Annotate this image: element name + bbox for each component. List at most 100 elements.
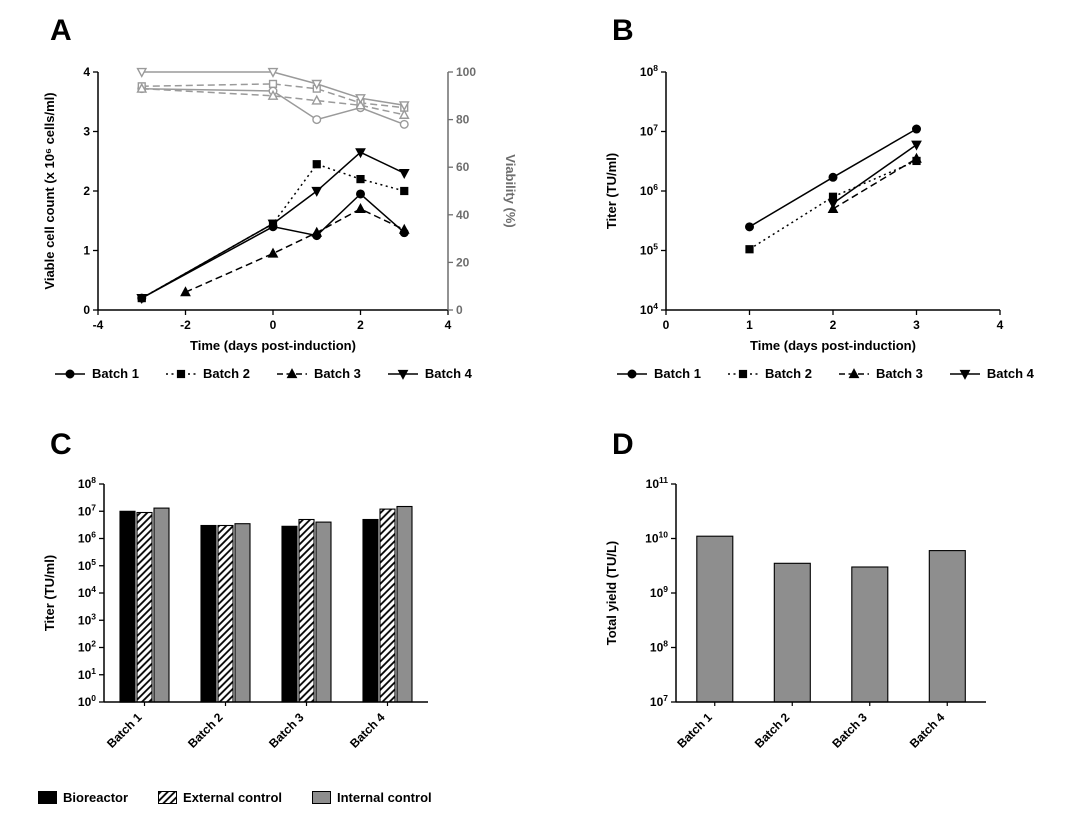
legend-label: External control <box>183 790 282 805</box>
svg-text:0: 0 <box>83 303 90 317</box>
triangle-down-marker-icon <box>387 369 418 380</box>
svg-text:109: 109 <box>650 584 668 600</box>
legend-item-batch-4: Batch 4 <box>387 366 472 381</box>
svg-text:105: 105 <box>640 242 658 258</box>
svg-text:107: 107 <box>640 123 658 139</box>
svg-text:100: 100 <box>456 65 476 79</box>
svg-text:106: 106 <box>78 530 96 546</box>
svg-text:103: 103 <box>78 611 96 627</box>
legend-item-batch-1: Batch 1 <box>54 366 139 381</box>
panel-b-letter: B <box>612 14 634 47</box>
legend-label: Batch 3 <box>875 366 923 381</box>
svg-text:104: 104 <box>640 301 658 317</box>
legend-swatch-icon <box>312 791 331 804</box>
legend-item-bioreactor: Bioreactor <box>38 790 128 805</box>
triangle-up-marker-icon <box>838 367 869 378</box>
svg-text:2: 2 <box>830 318 837 332</box>
panel-c: C 100 101 102 103 104 105 106 107 108 Batch 1 Batc… <box>38 426 558 805</box>
svg-text:Viability (%): Viability (%) <box>503 154 518 227</box>
panel-b: B 0 1 2 3 4 104 105 106 107 108 Time (days post-in… <box>600 12 1060 382</box>
legend-item-batch-2: Batch 2 <box>727 366 812 381</box>
panel-c-letter: C <box>50 428 72 461</box>
svg-text:105: 105 <box>78 557 96 573</box>
panel-a-letter: A <box>50 14 72 47</box>
svg-text:Batch 1: Batch 1 <box>674 710 715 751</box>
svg-text:108: 108 <box>640 63 658 79</box>
circle-marker-icon <box>55 369 85 378</box>
legend-label: Batch 1 <box>92 366 139 381</box>
circle-marker-icon <box>617 369 647 378</box>
svg-text:0: 0 <box>663 318 670 332</box>
svg-text:Viable cell count (x 10⁶ cells: Viable cell count (x 10⁶ cells/ml) <box>42 92 57 289</box>
svg-text:Time (days post-induction): Time (days post-induction) <box>190 338 356 353</box>
panel-c-chart: 100 101 102 103 104 105 106 107 108 Batch 1 Batch … <box>42 475 428 751</box>
svg-text:4: 4 <box>997 318 1004 332</box>
legend-label: Batch 4 <box>986 366 1034 381</box>
svg-text:Total yield (TU/L): Total yield (TU/L) <box>604 541 619 645</box>
svg-text:Batch 1: Batch 1 <box>104 710 145 751</box>
svg-text:3: 3 <box>83 125 90 139</box>
svg-text:108: 108 <box>78 475 96 491</box>
svg-text:2: 2 <box>357 318 364 332</box>
svg-text:20: 20 <box>456 255 470 269</box>
panel-a-legend: Batch 1 Batch 2 Batch 3 Batch 4 <box>54 366 548 381</box>
legend-item-batch-3: Batch 3 <box>838 366 923 381</box>
legend-swatch-icon <box>38 791 57 804</box>
legend-label: Batch 2 <box>764 366 812 381</box>
panel-d: D 107 108 109 1010 1011 Batch 1 Batch 2 Batch 3… <box>600 426 1060 782</box>
svg-text:4: 4 <box>83 65 90 79</box>
panel-a: A -4 -2 0 2 4 0 1 2 3 4 0 20 40 60 80 100 Viability (%) T… <box>38 12 548 382</box>
panel-d-chart: 107 108 109 1010 1011 Batch 1 Batch 2 Batch 3 Ba… <box>604 475 986 751</box>
svg-text:Batch 3: Batch 3 <box>266 710 307 751</box>
svg-text:102: 102 <box>78 639 96 655</box>
svg-text:0: 0 <box>456 303 463 317</box>
svg-text:4: 4 <box>445 318 452 332</box>
svg-text:Titer (TU/ml): Titer (TU/ml) <box>604 153 619 229</box>
legend-label: Batch 4 <box>424 366 472 381</box>
legend-item-batch-1: Batch 1 <box>616 366 701 381</box>
triangle-down-marker-icon <box>949 369 980 380</box>
legend-item-internal-control: Internal control <box>312 790 432 805</box>
svg-text:-2: -2 <box>180 318 191 332</box>
panel-b-chart: 0 1 2 3 4 104 105 106 107 108 Time (days post-indu… <box>604 63 1004 353</box>
svg-text:1011: 1011 <box>646 475 669 491</box>
svg-text:Batch 2: Batch 2 <box>752 710 793 751</box>
svg-text:107: 107 <box>78 502 96 518</box>
svg-text:107: 107 <box>650 693 668 709</box>
square-marker-icon <box>727 369 758 378</box>
square-marker-icon <box>165 369 196 378</box>
legend-label: Internal control <box>337 790 432 805</box>
svg-text:0: 0 <box>270 318 277 332</box>
svg-text:101: 101 <box>78 666 96 682</box>
svg-text:108: 108 <box>650 639 668 655</box>
svg-text:1: 1 <box>746 318 753 332</box>
legend-item-batch-4: Batch 4 <box>949 366 1034 381</box>
legend-label: Bioreactor <box>63 790 129 805</box>
legend-label: Batch 1 <box>654 366 701 381</box>
svg-text:1: 1 <box>83 244 90 258</box>
svg-text:Batch 3: Batch 3 <box>829 710 870 751</box>
legend-label: Batch 3 <box>313 366 361 381</box>
legend-item-external-control: External control <box>158 790 282 805</box>
svg-text:Titer (TU/ml): Titer (TU/ml) <box>42 555 57 631</box>
svg-text:2: 2 <box>83 184 90 198</box>
panel-b-legend: Batch 1 Batch 2 Batch 3 Batch 4 <box>616 366 1060 381</box>
legend-item-batch-2: Batch 2 <box>165 366 250 381</box>
svg-text:Batch 4: Batch 4 <box>907 710 948 751</box>
svg-text:100: 100 <box>78 693 96 709</box>
svg-text:104: 104 <box>78 584 96 600</box>
panel-c-legend: Bioreactor External control Internal contr… <box>38 790 558 805</box>
svg-text:Batch 4: Batch 4 <box>347 710 388 751</box>
panel-d-letter: D <box>612 428 634 461</box>
svg-text:106: 106 <box>640 182 658 198</box>
svg-text:80: 80 <box>456 113 470 127</box>
svg-text:40: 40 <box>456 208 470 222</box>
svg-text:Time (days post-induction): Time (days post-induction) <box>750 338 916 353</box>
legend-swatch-icon <box>158 791 178 804</box>
svg-text:1010: 1010 <box>645 530 668 546</box>
svg-text:Batch 2: Batch 2 <box>185 710 226 751</box>
svg-text:60: 60 <box>456 160 470 174</box>
triangle-up-marker-icon <box>276 367 307 378</box>
